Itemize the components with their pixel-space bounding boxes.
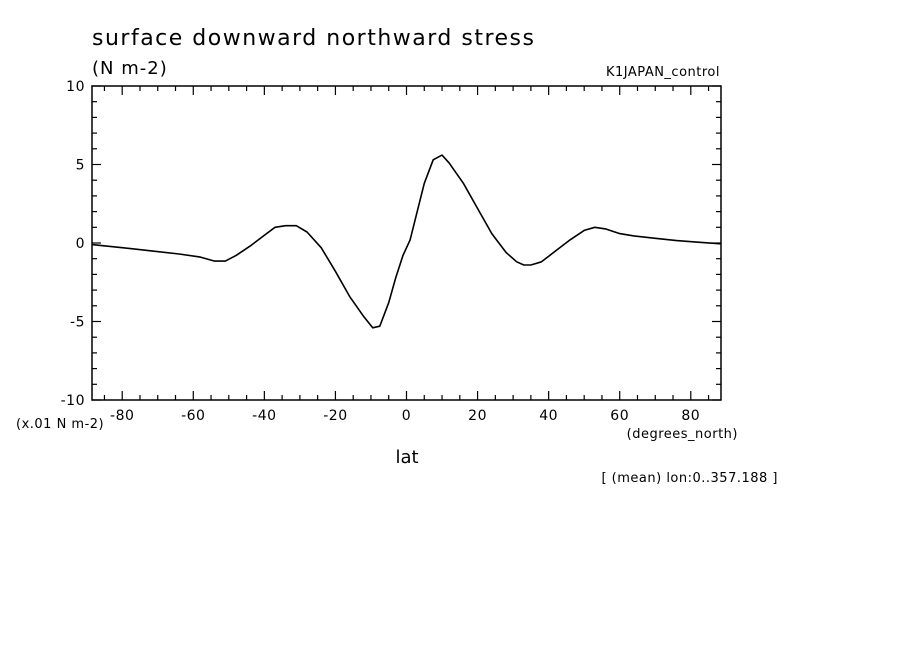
chart-title: surface downward northward stress [92,26,535,51]
x-tick-label: -40 [252,408,276,424]
x-tick-label: 0 [402,408,411,424]
y-scale-note: (x.01 N m-2) [16,417,104,432]
axis-ticks [92,85,721,401]
x-tick-label: -60 [181,408,205,424]
x-tick-label: 80 [681,408,700,424]
x-axis-label: lat [395,447,418,468]
y-tick-label: 10 [66,79,85,95]
y-tick-label: 5 [76,158,85,174]
y-tick-label: -10 [61,393,85,409]
plot-frame [91,85,722,401]
x-tick-label: -20 [323,408,347,424]
x-tick-label: 40 [539,408,558,424]
x-tick-label: 60 [610,408,629,424]
x-axis-units: (degrees_north) [627,427,738,442]
y-tick-label: -5 [70,315,85,331]
x-tick-labels: -80 -60 -40 -20 0 20 40 60 80 [110,408,700,424]
series-line [91,154,722,329]
y-tick-labels: -10 -5 0 5 10 [61,79,85,409]
x-tick-label: -80 [110,408,134,424]
x-tick-label: 20 [468,408,487,424]
chart-units: (N m-2) [92,58,168,79]
footer-note: [ (mean) lon:0..357.188 ] [601,471,778,486]
y-tick-label: 0 [76,236,85,252]
run-name: K1JAPAN_control [606,65,720,80]
